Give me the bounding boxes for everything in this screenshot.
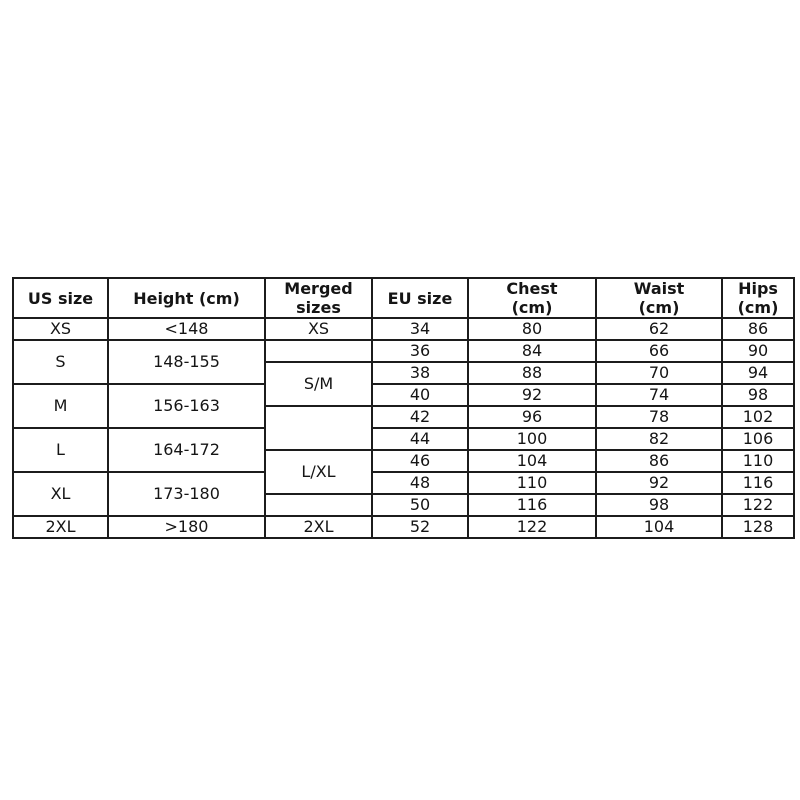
hips-cell: 86 xyxy=(721,317,795,341)
us-size-cell: L xyxy=(12,427,109,473)
hips-cell: 94 xyxy=(721,361,795,385)
hips-cell: 128 xyxy=(721,515,795,539)
eu-size-cell: 36 xyxy=(371,339,469,363)
table-row: S/M 38 88 70 94 xyxy=(13,361,795,407)
height-cell: >180 xyxy=(107,515,266,539)
us-size-header: US size xyxy=(12,277,109,319)
hips-cell: 98 xyxy=(721,383,795,407)
height-cell: <148 xyxy=(107,317,266,341)
chest-cell: 84 xyxy=(467,339,597,363)
eu-size-cell: 50 xyxy=(371,493,469,517)
eu-size-cell: 42 xyxy=(371,405,469,429)
waist-cell: 82 xyxy=(595,427,723,451)
us-size-cell: XS xyxy=(12,317,109,341)
merged-size-cell-empty xyxy=(264,493,373,517)
chest-cell: 92 xyxy=(467,383,597,407)
waist-cell: 104 xyxy=(595,515,723,539)
table-row: 2XL >180 2XL 52 122 104 128 xyxy=(12,515,795,539)
hips-cell: 116 xyxy=(721,471,795,495)
table-row: L 164-172 44 100 82 106 xyxy=(12,427,795,473)
hips-cell: 110 xyxy=(721,449,795,473)
chest-cell: 88 xyxy=(467,361,597,385)
eu-size-cell: 34 xyxy=(371,317,469,341)
waist-cell: 92 xyxy=(595,471,723,495)
hips-header: Hips (cm) xyxy=(721,277,795,319)
height-cell: 156-163 xyxy=(107,383,266,429)
chest-cell: 116 xyxy=(467,493,597,517)
waist-cell: 62 xyxy=(595,317,723,341)
merged-sizes-header: Merged sizes xyxy=(264,277,373,319)
height-header: Height (cm) xyxy=(107,277,266,319)
eu-size-cell: 38 xyxy=(371,361,469,385)
chest-cell: 104 xyxy=(467,449,597,473)
hips-cell: 106 xyxy=(721,427,795,451)
us-size-cell: M xyxy=(12,383,109,429)
chest-cell: 80 xyxy=(467,317,597,341)
merged-size-cell-empty xyxy=(264,405,373,451)
waist-cell: 70 xyxy=(595,361,723,385)
waist-cell: 74 xyxy=(595,383,723,407)
table-row: L/XL 46 104 86 110 xyxy=(13,449,795,495)
eu-size-cell: 44 xyxy=(371,427,469,451)
size-chart-header-row: US size Height (cm) Merged sizes EU size… xyxy=(12,277,795,319)
eu-size-header: EU size xyxy=(371,277,469,319)
merged-size-cell: XS xyxy=(264,317,373,341)
height-cell: 173-180 xyxy=(107,471,266,517)
merged-size-cell: 2XL xyxy=(264,515,373,539)
table-row: XL 173-180 48 110 92 116 xyxy=(12,471,795,517)
size-chart-table: US size Height (cm) Merged sizes EU size… xyxy=(12,277,795,539)
hips-cell: 122 xyxy=(721,493,795,517)
hips-cell: 90 xyxy=(721,339,795,363)
height-cell: 148-155 xyxy=(107,339,266,385)
chest-header: Chest (cm) xyxy=(467,277,597,319)
eu-size-cell: 40 xyxy=(371,383,469,407)
merged-size-cell: L/XL xyxy=(264,449,373,495)
chest-cell: 110 xyxy=(467,471,597,495)
hips-cell: 102 xyxy=(721,405,795,429)
us-size-cell: XL xyxy=(12,471,109,517)
waist-header: Waist (cm) xyxy=(595,277,723,319)
eu-size-cell: 52 xyxy=(371,515,469,539)
waist-cell: 98 xyxy=(595,493,723,517)
eu-size-cell: 48 xyxy=(371,471,469,495)
table-row: S 148-155 36 84 66 90 xyxy=(12,339,795,385)
us-size-cell: S xyxy=(12,339,109,385)
chest-cell: 96 xyxy=(467,405,597,429)
waist-cell: 66 xyxy=(595,339,723,363)
table-row: M 156-163 40 92 74 98 xyxy=(12,383,795,429)
height-cell: 164-172 xyxy=(107,427,266,473)
waist-cell: 78 xyxy=(595,405,723,429)
chest-cell: 122 xyxy=(467,515,597,539)
waist-cell: 86 xyxy=(595,449,723,473)
eu-size-cell: 46 xyxy=(371,449,469,473)
chest-cell: 100 xyxy=(467,427,597,451)
table-row: 50 116 98 122 xyxy=(13,493,795,517)
merged-size-cell-empty xyxy=(264,339,373,363)
us-size-cell: 2XL xyxy=(12,515,109,539)
table-row: 42 96 78 102 xyxy=(13,405,795,451)
table-row: XS <148 XS 34 80 62 86 xyxy=(12,317,795,341)
merged-size-cell: S/M xyxy=(264,361,373,407)
